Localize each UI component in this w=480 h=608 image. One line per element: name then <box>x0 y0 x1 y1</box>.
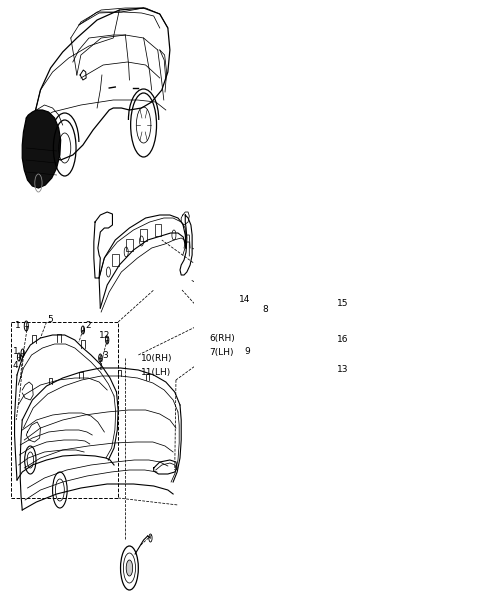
Text: 1: 1 <box>15 322 21 331</box>
Bar <box>112 254 119 266</box>
Text: 10(RH): 10(RH) <box>141 353 172 362</box>
Text: 1: 1 <box>13 348 19 356</box>
Bar <box>155 224 161 236</box>
Text: 8: 8 <box>262 305 268 314</box>
Circle shape <box>126 560 132 576</box>
Text: 13: 13 <box>337 365 349 375</box>
Bar <box>140 229 147 241</box>
Text: 12: 12 <box>99 331 110 340</box>
Bar <box>12 322 118 498</box>
Bar <box>126 239 132 251</box>
Text: 4: 4 <box>13 361 19 370</box>
Text: 14: 14 <box>239 295 250 305</box>
Text: 15: 15 <box>337 300 349 308</box>
Text: 11(LH): 11(LH) <box>141 367 171 376</box>
Text: 9: 9 <box>244 348 250 356</box>
Text: 7(LH): 7(LH) <box>210 348 234 356</box>
Text: 16: 16 <box>337 336 349 345</box>
Text: 5: 5 <box>48 316 53 325</box>
Text: 3: 3 <box>102 350 108 359</box>
Text: 6(RH): 6(RH) <box>210 334 235 342</box>
Text: 2: 2 <box>85 320 91 330</box>
Polygon shape <box>22 110 60 188</box>
